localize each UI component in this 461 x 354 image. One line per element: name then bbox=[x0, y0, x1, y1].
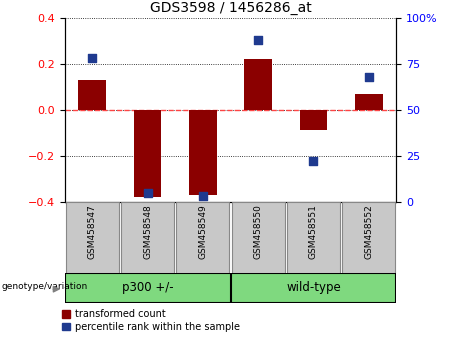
Point bbox=[365, 74, 372, 79]
Text: GSM458547: GSM458547 bbox=[88, 204, 97, 259]
Text: GSM458548: GSM458548 bbox=[143, 204, 152, 259]
Bar bbox=[65, 273, 230, 303]
Point bbox=[89, 55, 96, 61]
Text: GSM458549: GSM458549 bbox=[198, 204, 207, 259]
Point bbox=[254, 37, 262, 42]
Text: p300 +/-: p300 +/- bbox=[122, 281, 173, 294]
Bar bbox=[176, 202, 230, 273]
Bar bbox=[287, 202, 340, 273]
Text: GSM458550: GSM458550 bbox=[254, 204, 263, 259]
Point bbox=[310, 159, 317, 164]
Point bbox=[144, 190, 151, 195]
Bar bbox=[121, 202, 174, 273]
Bar bbox=[231, 202, 285, 273]
Text: GSM458551: GSM458551 bbox=[309, 204, 318, 259]
Bar bbox=[189, 110, 217, 195]
Point bbox=[199, 193, 207, 199]
Bar bbox=[230, 273, 396, 303]
Bar bbox=[134, 110, 161, 197]
Bar bbox=[342, 202, 396, 273]
Bar bbox=[78, 80, 106, 110]
Text: GSM458552: GSM458552 bbox=[364, 204, 373, 259]
Bar bbox=[355, 93, 383, 110]
Text: genotype/variation: genotype/variation bbox=[1, 282, 88, 291]
Bar bbox=[244, 59, 272, 110]
Text: wild-type: wild-type bbox=[286, 281, 341, 294]
Legend: transformed count, percentile rank within the sample: transformed count, percentile rank withi… bbox=[60, 308, 242, 334]
Bar bbox=[300, 110, 327, 131]
Bar bbox=[65, 202, 119, 273]
Title: GDS3598 / 1456286_at: GDS3598 / 1456286_at bbox=[150, 1, 311, 15]
